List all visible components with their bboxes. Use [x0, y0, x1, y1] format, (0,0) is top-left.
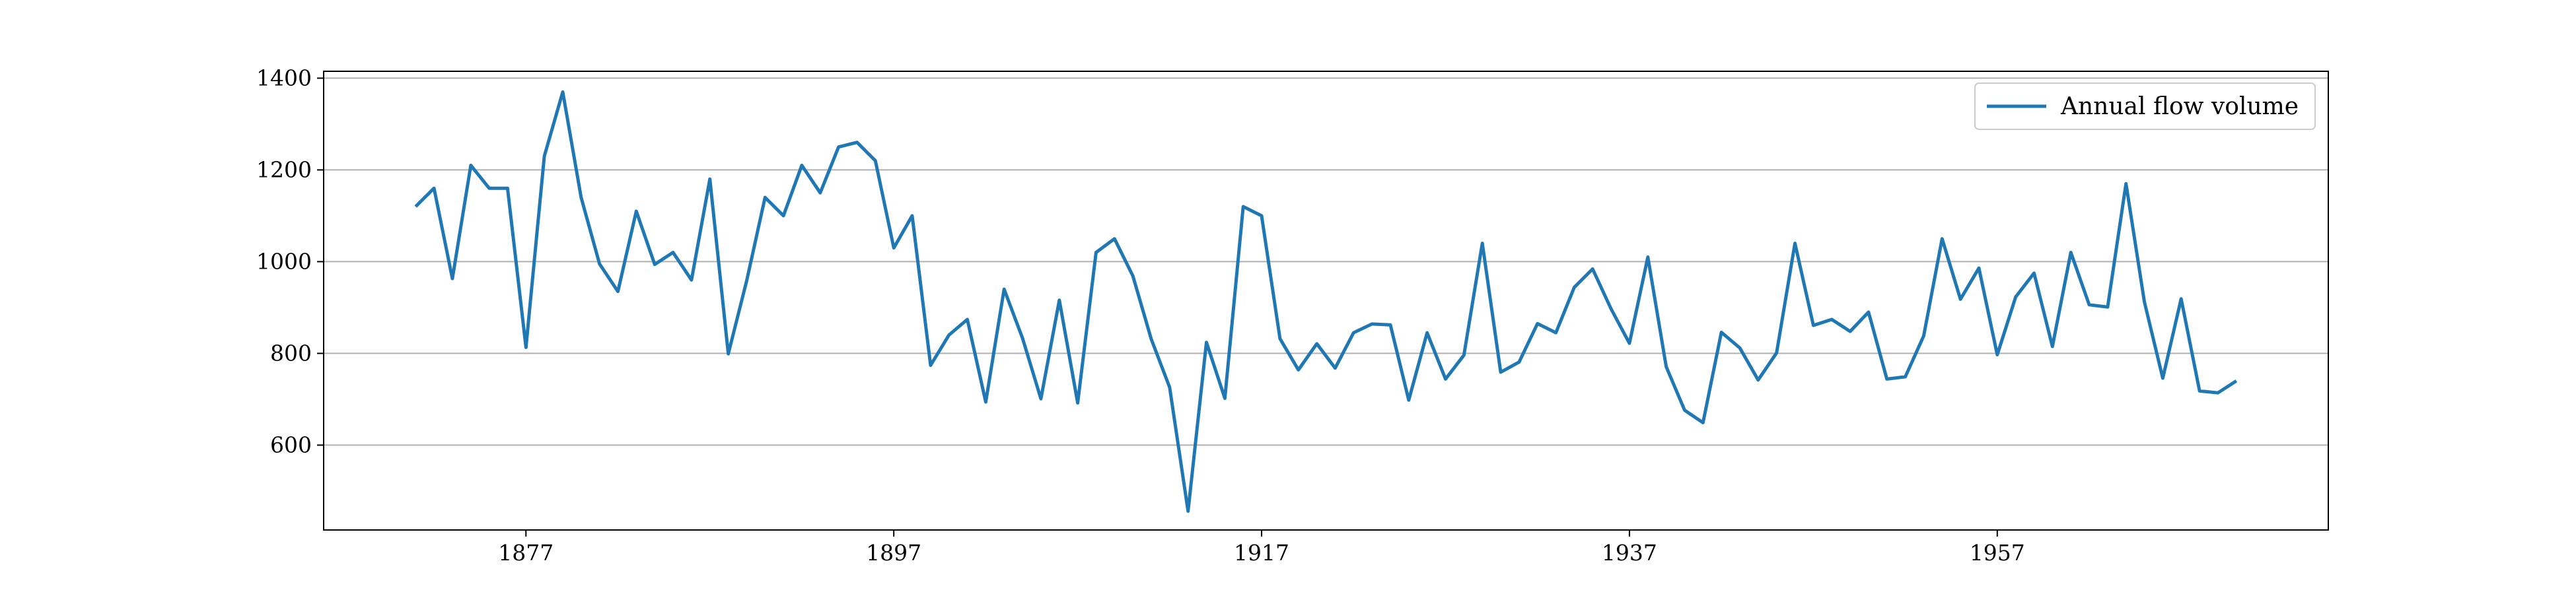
axis-ticks: 600 800 1000 1200 1400 1877 1897 1917 1937 1957: [256, 65, 2025, 566]
series-layer: [414, 90, 2238, 513]
y-tick-label: 600: [270, 432, 312, 457]
legend: Annual flow volume: [1974, 82, 2316, 130]
series-line: [414, 90, 2238, 513]
x-tick-label: 1937: [1602, 540, 1657, 566]
legend-box: [1974, 82, 2316, 130]
data-points: [415, 92, 2236, 512]
x-tick-label: 1957: [1970, 540, 2025, 566]
y-tick-label: 800: [270, 340, 312, 366]
y-tick-label: 1200: [256, 156, 312, 182]
legend-label: Annual flow volume: [2060, 93, 2299, 120]
y-tick-label: 1000: [256, 248, 312, 274]
x-tick-label: 1897: [866, 540, 921, 566]
x-tick-label: 1917: [1234, 540, 1289, 566]
x-tick-label: 1877: [498, 540, 554, 566]
plot-frame: [323, 71, 2329, 531]
y-tick-label: 1400: [256, 65, 312, 90]
